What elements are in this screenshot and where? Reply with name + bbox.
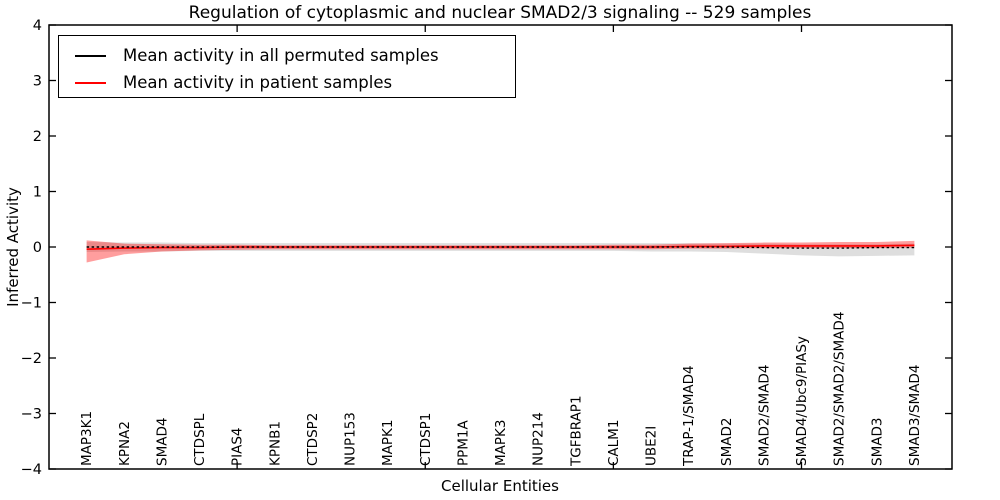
x-entity-label: UBE2I [644,426,660,466]
x-entity-label: CALM1 [606,420,622,466]
legend: Mean activity in all permuted samples Me… [58,35,516,98]
x-entity-label: MAPK3 [493,420,509,466]
legend-item-patient-samples: Mean activity in patient samples [59,69,515,96]
legend-line-swatch-black [75,54,106,57]
x-entity-label: MAPK1 [380,420,396,466]
chart-title: Regulation of cytoplasmic and nuclear SM… [188,3,812,23]
x-entity-label: PIAS4 [230,427,246,466]
x-entity-label: CTDSPL [192,413,208,466]
legend-line-swatch-red [75,81,106,84]
y-tick-label: −1 [21,296,42,312]
y-tick-label: 0 [33,240,42,256]
x-entity-label: KPNA2 [117,421,133,466]
y-tick-label: −3 [21,407,42,423]
legend-item-permuted-samples: Mean activity in all permuted samples [59,42,515,69]
y-tick-label: −4 [21,462,42,478]
x-entity-label: NUP214 [531,412,547,466]
x-entity-label: TGFBRAP1 [568,395,584,467]
y-tick-label: 4 [33,18,42,34]
x-entity-label: PPM1A [455,419,471,466]
legend-label-patient-samples: Mean activity in patient samples [123,73,393,92]
y-tick-label: −2 [21,351,42,367]
x-entity-label: TRAP-1/SMAD4 [681,365,697,467]
x-entity-label: SMAD3/SMAD4 [907,365,923,466]
y-tick-label: 1 [33,185,42,201]
x-axis-label: Cellular Entities [441,477,559,495]
legend-label-permuted-samples: Mean activity in all permuted samples [123,46,439,65]
x-entity-label: KPNB1 [267,421,283,466]
x-entity-label: NUP153 [343,412,359,466]
x-entity-label: MAP3K1 [79,411,95,466]
patient-mean-line [86,244,915,251]
x-entity-label: CTDSP2 [305,413,321,466]
x-entity-label: SMAD3 [869,418,885,466]
x-entity-label: SMAD2/SMAD4 [756,365,772,466]
x-entity-label: SMAD2 [719,418,735,466]
x-entity-label: SMAD2/SMAD2/SMAD4 [832,312,848,466]
y-tick-label: 2 [33,129,42,145]
y-tick-label: 3 [33,74,42,90]
x-entity-label: SMAD4 [154,418,170,466]
x-entity-label: SMAD4/Ubc9/PIASy [794,336,810,466]
x-entity-label: CTDSP1 [418,413,434,466]
permuted-samples-std-band [86,242,915,257]
